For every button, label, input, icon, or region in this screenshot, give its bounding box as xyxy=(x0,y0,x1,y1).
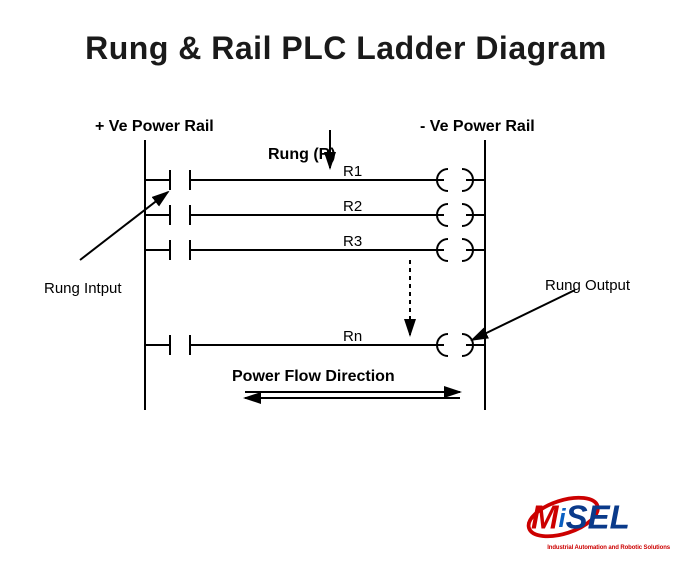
svg-text:MiSEL: MiSEL xyxy=(531,498,630,535)
rung-label-r1: R1 xyxy=(343,163,362,180)
misel-logo: MiSEL xyxy=(522,487,672,547)
rung-r-label: Rung (R) xyxy=(268,146,336,164)
rung-output-label: Rung Output xyxy=(545,277,630,294)
diagram-title: Rung & Rail PLC Ladder Diagram xyxy=(0,30,692,67)
rung-input-label: Rung Intput xyxy=(44,280,122,297)
misel-logo-tagline: Industrial Automation and Robotic Soluti… xyxy=(547,545,670,551)
flow-direction-label: Power Flow Direction xyxy=(232,368,395,386)
rung-label-rn: Rn xyxy=(343,328,362,345)
rung-label-r3: R3 xyxy=(343,233,362,250)
pos-rail-label: + Ve Power Rail xyxy=(95,118,214,136)
rung-label-r2: R2 xyxy=(343,198,362,215)
neg-rail-label: - Ve Power Rail xyxy=(420,118,535,136)
